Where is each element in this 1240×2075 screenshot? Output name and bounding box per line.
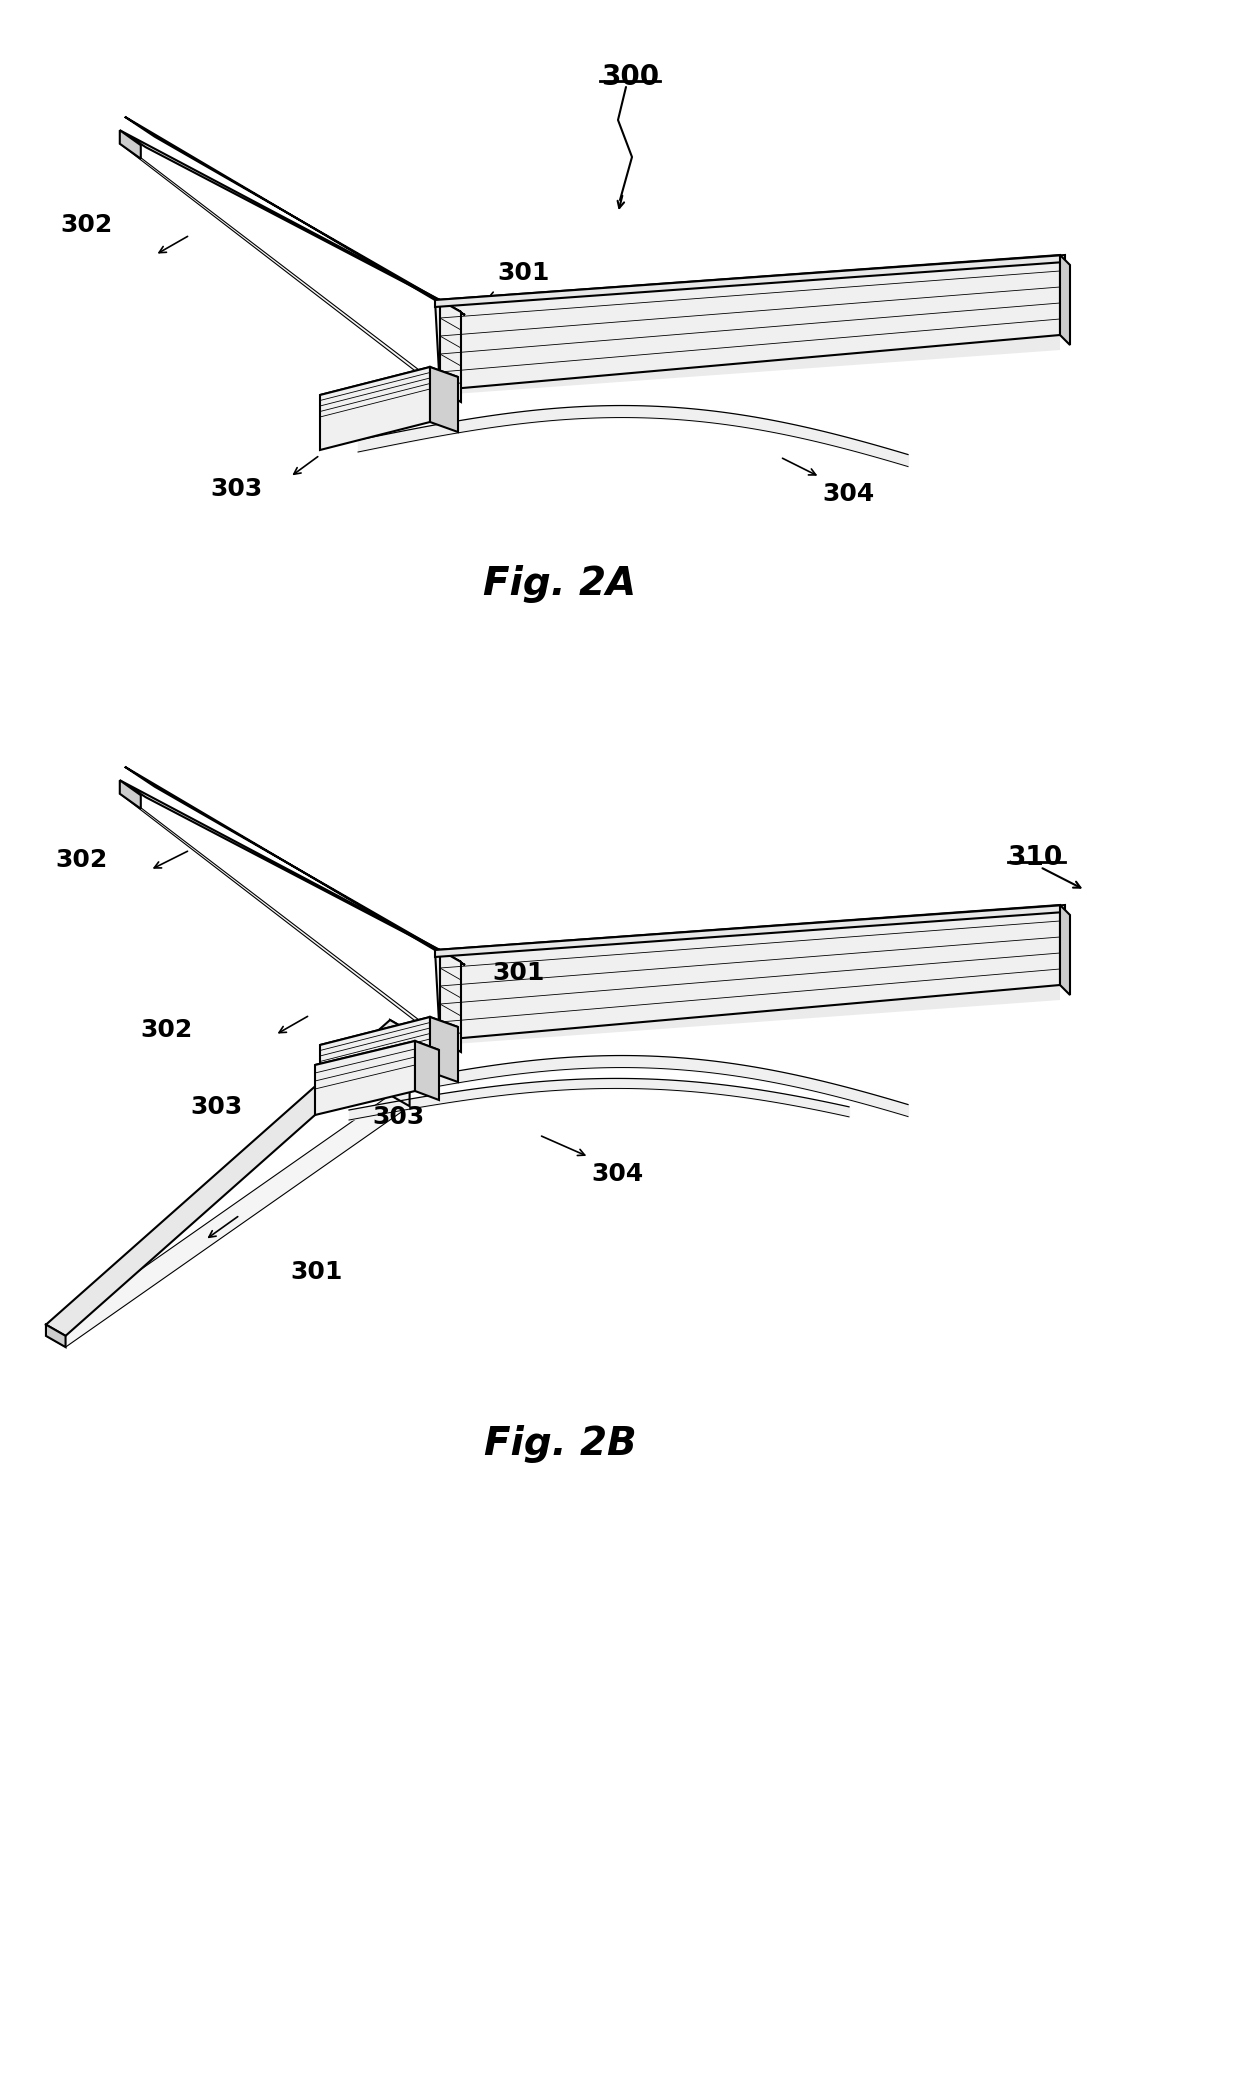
Text: 302: 302 (55, 849, 107, 872)
Text: 301: 301 (492, 961, 544, 986)
Polygon shape (440, 259, 1060, 324)
Text: 303: 303 (210, 477, 262, 500)
Polygon shape (120, 795, 461, 1052)
Polygon shape (120, 780, 461, 963)
Polygon shape (440, 332, 1060, 394)
Polygon shape (440, 965, 1060, 1027)
Polygon shape (440, 950, 461, 1052)
Polygon shape (440, 911, 1060, 973)
Text: 300: 300 (601, 62, 660, 91)
Polygon shape (440, 297, 1060, 359)
Polygon shape (435, 905, 1060, 1040)
Text: 302: 302 (60, 214, 113, 237)
Text: 304: 304 (591, 1162, 644, 1187)
Polygon shape (120, 131, 461, 311)
Polygon shape (120, 780, 141, 809)
Text: 301: 301 (497, 261, 549, 284)
Polygon shape (125, 768, 465, 965)
Text: 301: 301 (290, 1260, 342, 1284)
Text: 304: 304 (822, 481, 874, 506)
Polygon shape (320, 367, 430, 450)
Polygon shape (1060, 255, 1070, 344)
Polygon shape (46, 1324, 66, 1347)
Polygon shape (315, 1042, 415, 1114)
Text: 310: 310 (1007, 845, 1063, 872)
Polygon shape (440, 981, 1060, 1046)
Polygon shape (440, 301, 461, 403)
Polygon shape (435, 255, 1060, 390)
Polygon shape (435, 905, 1065, 957)
Polygon shape (430, 1017, 458, 1081)
Text: 303: 303 (372, 1106, 424, 1129)
Polygon shape (320, 367, 458, 405)
Polygon shape (415, 1042, 439, 1100)
Polygon shape (120, 131, 141, 158)
Polygon shape (315, 1042, 439, 1075)
Polygon shape (1060, 905, 1070, 996)
Polygon shape (440, 278, 1060, 340)
Polygon shape (320, 1017, 458, 1054)
Text: 302: 302 (140, 1019, 192, 1042)
Polygon shape (440, 928, 1060, 992)
Polygon shape (320, 1017, 430, 1100)
Polygon shape (440, 946, 1060, 1008)
Polygon shape (430, 367, 458, 432)
Text: Fig. 2B: Fig. 2B (484, 1426, 636, 1463)
Polygon shape (440, 313, 1060, 378)
Polygon shape (125, 116, 465, 315)
Polygon shape (435, 255, 1065, 307)
Text: Fig. 2A: Fig. 2A (484, 564, 636, 604)
Polygon shape (391, 1021, 409, 1106)
Polygon shape (46, 1021, 409, 1336)
Polygon shape (120, 143, 461, 403)
Text: 303: 303 (190, 1096, 242, 1118)
Polygon shape (46, 1096, 409, 1347)
